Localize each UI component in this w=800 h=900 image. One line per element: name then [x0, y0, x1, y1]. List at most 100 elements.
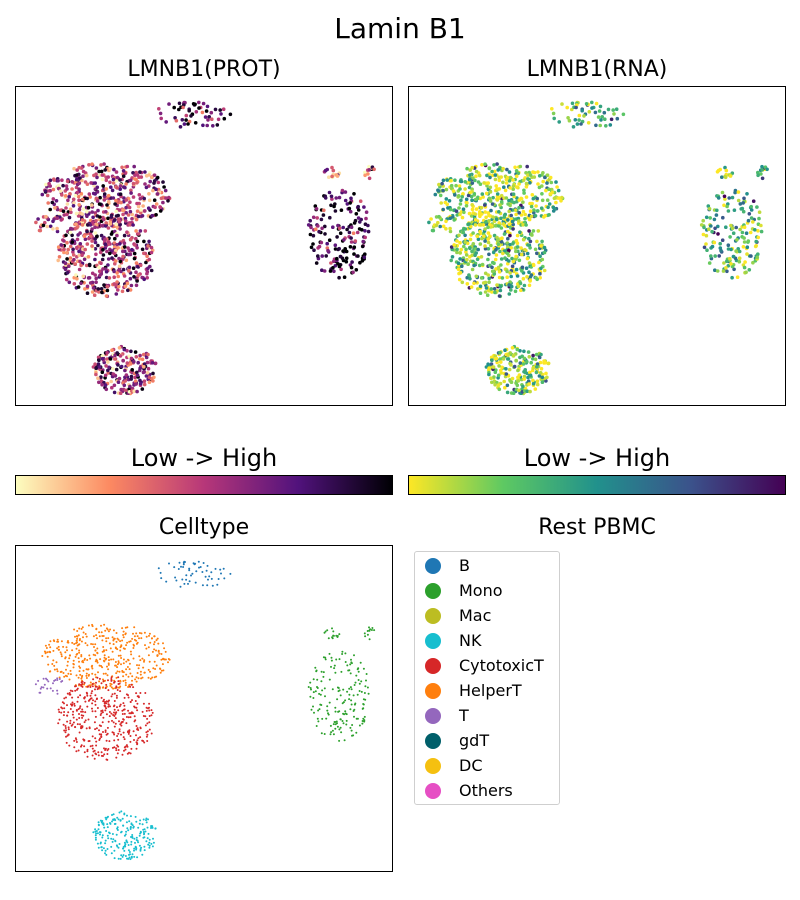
cell-point	[137, 695, 140, 698]
cell-point	[141, 352, 146, 357]
cell-point	[519, 288, 523, 293]
cell-point	[337, 275, 341, 280]
cell-point	[80, 745, 82, 748]
cell-point	[135, 239, 140, 244]
cell-point	[706, 204, 711, 208]
cell-point	[48, 178, 53, 183]
cell-point	[511, 184, 516, 188]
cell-point	[115, 756, 118, 759]
cell-point	[333, 664, 336, 667]
cell-point	[80, 627, 83, 630]
cell-point	[119, 646, 122, 649]
cell-point	[492, 272, 497, 276]
cell-point	[64, 727, 67, 729]
cell-point	[542, 268, 547, 273]
cell-point	[526, 375, 530, 380]
cell-point	[325, 717, 328, 720]
cell-point	[539, 244, 543, 248]
cell-point	[106, 848, 109, 850]
cell-point	[507, 209, 511, 214]
cell-point	[427, 220, 431, 225]
cell-point	[58, 678, 61, 680]
cell-point	[116, 213, 120, 218]
cell-point	[741, 201, 745, 205]
cell-point	[112, 658, 115, 661]
cell-point	[125, 361, 130, 365]
cell-point	[718, 167, 722, 172]
cell-point	[129, 858, 132, 861]
cell-point	[340, 188, 345, 193]
cell-point	[75, 642, 77, 645]
cell-point	[363, 252, 367, 256]
cell-point	[363, 632, 366, 635]
cell-point	[505, 269, 509, 274]
cell-point	[615, 116, 620, 121]
cell-point	[72, 659, 75, 662]
cell-point	[103, 698, 105, 701]
cell-point	[123, 738, 126, 741]
cell-point	[355, 674, 358, 677]
cell-point	[554, 200, 558, 205]
cell-point	[144, 715, 147, 718]
cell-point	[63, 194, 68, 198]
cell-point	[144, 724, 147, 727]
cell-point	[197, 106, 201, 110]
cell-point	[518, 361, 523, 365]
cell-point	[724, 266, 728, 270]
cell-point	[128, 223, 132, 227]
cell-point	[162, 658, 165, 661]
cell-point	[119, 857, 122, 860]
cell-point	[473, 218, 478, 222]
cell-point	[73, 628, 76, 631]
cell-point	[65, 741, 68, 744]
cell-point	[74, 185, 79, 190]
cell-point	[72, 201, 76, 205]
cell-point	[219, 568, 222, 571]
cell-point	[53, 640, 56, 643]
cell-point	[104, 687, 107, 690]
cell-point	[359, 661, 362, 664]
cell-point	[148, 838, 151, 841]
cell-point	[89, 745, 92, 748]
cell-point	[334, 671, 337, 674]
cell-point	[116, 670, 119, 673]
cell-point	[363, 715, 366, 718]
cell-point	[208, 575, 211, 578]
cell-point	[98, 664, 101, 667]
cell-point	[135, 173, 140, 177]
cell-point	[127, 659, 130, 662]
cell-point	[342, 722, 345, 725]
cell-point	[142, 818, 145, 821]
cell-point	[122, 647, 125, 650]
cell-point	[473, 212, 477, 216]
cell-point	[342, 238, 346, 242]
cell-point	[75, 738, 78, 741]
cell-point	[314, 227, 318, 231]
cell-point	[96, 842, 99, 845]
cell-point	[511, 354, 516, 358]
cell-point	[135, 692, 138, 695]
cell-point	[60, 655, 63, 658]
cell-point	[147, 654, 150, 657]
cell-point	[136, 360, 140, 365]
cell-point	[131, 834, 134, 836]
cell-point	[125, 230, 129, 234]
cell-point	[548, 175, 553, 180]
cell-point	[532, 208, 536, 212]
cell-point	[106, 360, 110, 364]
cell-point	[349, 672, 352, 675]
cell-point	[126, 252, 131, 257]
cell-point	[528, 201, 532, 206]
cell-point	[489, 362, 494, 366]
cell-point	[93, 237, 97, 241]
cell-point	[74, 211, 79, 216]
cell-point	[150, 709, 153, 712]
cell-point	[720, 175, 724, 179]
cell-point	[137, 841, 140, 844]
cell-point	[83, 683, 85, 686]
cell-point	[517, 182, 521, 186]
cell-point	[147, 192, 151, 196]
cell-point	[98, 733, 101, 736]
cell-point	[115, 186, 119, 190]
cell-point	[78, 713, 80, 715]
